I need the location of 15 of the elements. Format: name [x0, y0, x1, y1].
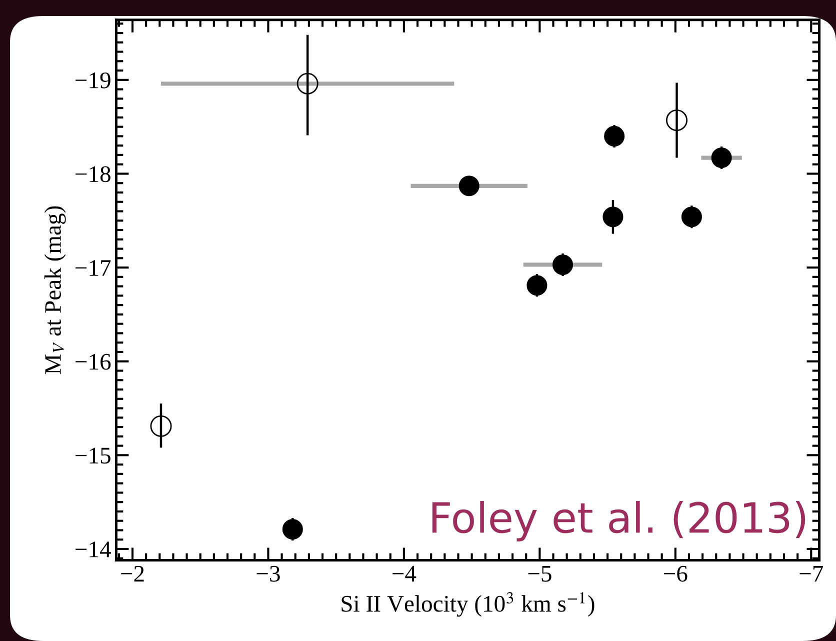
- y-tick-label: −18: [76, 166, 110, 182]
- x-tick-label: −2: [121, 566, 144, 582]
- x-tick-label: −7: [800, 566, 824, 582]
- x-tick-label: −4: [392, 566, 416, 582]
- y-tick-label: −16: [76, 354, 111, 370]
- y-tick-label: −19: [76, 72, 110, 88]
- x-tick-label: −5: [528, 566, 552, 582]
- y-tick-label: −14: [76, 542, 111, 558]
- y-tick-label: −17: [76, 260, 111, 276]
- y-tick-label: −15: [76, 448, 110, 464]
- x-axis-title: Si II Velocity (10$^{3}$ km s$^{−1}$): [342, 592, 594, 617]
- y-axis-title: M$_{V}$ at Peak (mag): [44, 206, 66, 374]
- annotation: Foley et al. (2013): [432, 500, 806, 542]
- x-tick-label: −6: [664, 566, 688, 582]
- x-tick-label: −3: [256, 566, 280, 582]
